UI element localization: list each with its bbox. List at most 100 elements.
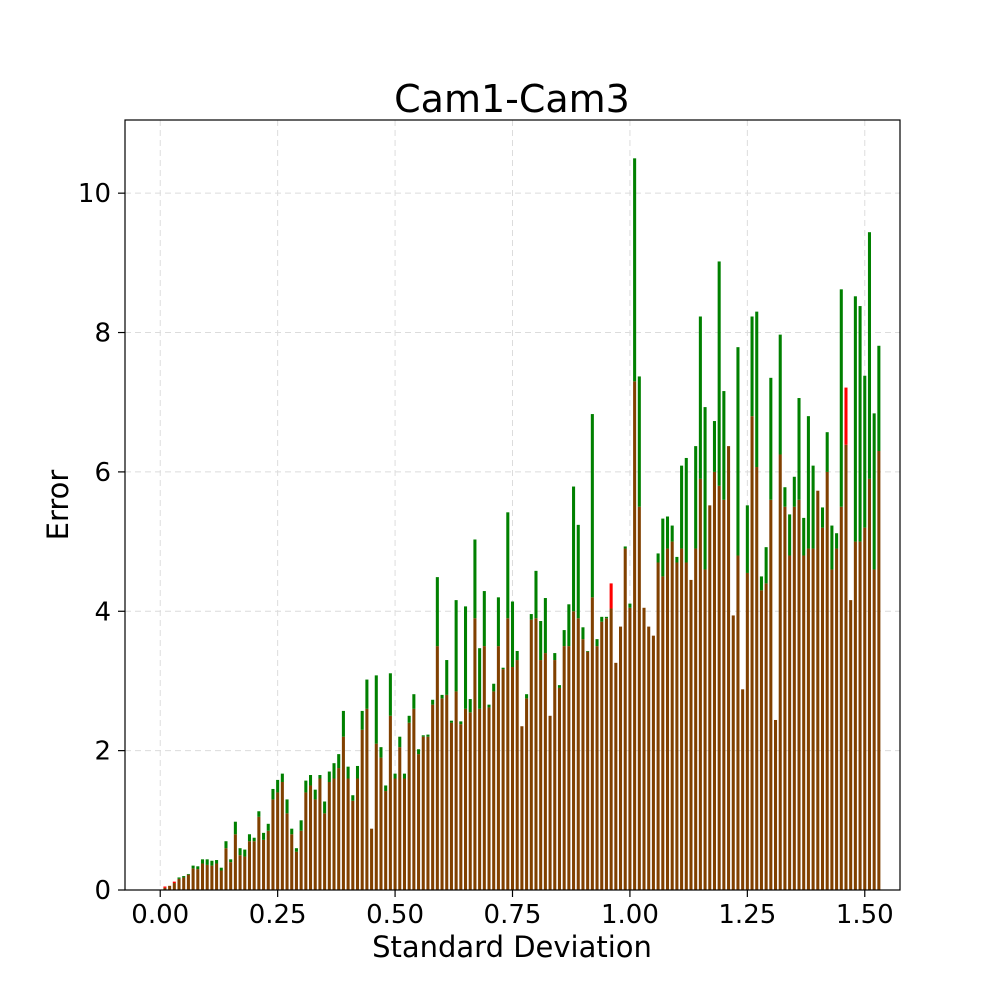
x-tick-label: 0.75	[484, 900, 542, 930]
bar-green	[745, 505, 749, 573]
bar-overlap	[496, 646, 500, 890]
bar-overlap	[835, 548, 839, 890]
bar-overlap	[647, 626, 651, 890]
bar-green	[294, 848, 298, 852]
bar-overlap	[388, 715, 392, 890]
bar-overlap	[557, 687, 561, 890]
bar-red	[163, 886, 167, 888]
bar-green	[445, 660, 449, 695]
bar-green	[867, 232, 871, 479]
bar-overlap	[478, 708, 482, 890]
bar-overlap	[774, 719, 778, 890]
bar-green	[459, 721, 463, 725]
bar-green	[243, 849, 247, 857]
bar-overlap	[182, 877, 186, 890]
bar-overlap	[177, 878, 181, 890]
bar-green	[407, 715, 411, 723]
bar-overlap	[262, 839, 266, 890]
bar-overlap	[684, 562, 688, 890]
bar-green	[712, 421, 716, 472]
bar-green	[496, 597, 500, 647]
bar-green	[304, 780, 308, 793]
bar-overlap	[355, 778, 360, 890]
bar-overlap	[788, 555, 792, 890]
bar-green	[271, 788, 275, 800]
bar-overlap	[168, 885, 172, 890]
bar-overlap	[515, 660, 519, 890]
bar-green	[487, 704, 491, 708]
bar-overlap	[299, 830, 303, 890]
bar-green	[323, 801, 327, 814]
bar-green	[431, 699, 435, 705]
x-tick-label: 1.00	[601, 900, 659, 930]
bar-green	[680, 465, 684, 549]
bar-green	[200, 859, 205, 864]
bar-green	[468, 699, 472, 713]
bar-overlap	[276, 792, 280, 890]
bar-green	[492, 683, 496, 692]
bar-green	[412, 694, 416, 709]
bar-overlap	[590, 597, 594, 890]
x-tick-label: 0.00	[131, 900, 189, 930]
bar-overlap	[229, 862, 233, 890]
bar-green	[435, 577, 439, 647]
bar-overlap	[332, 778, 336, 890]
bar-green	[872, 413, 876, 570]
bar-green	[421, 735, 425, 737]
bar-overlap	[572, 611, 576, 890]
bar-green	[562, 630, 566, 647]
chart-title: Cam1-Cam3	[394, 77, 630, 121]
bar-overlap	[445, 694, 449, 890]
bar-overlap	[323, 813, 327, 890]
bar-overlap	[464, 708, 468, 890]
bar-green	[675, 556, 679, 563]
bar-overlap	[313, 799, 317, 890]
x-tick-label: 0.50	[366, 900, 424, 930]
bar-overlap	[243, 856, 247, 890]
bar-overlap	[224, 848, 228, 890]
bar-green	[177, 877, 181, 879]
bar-green	[482, 591, 486, 647]
bar-overlap	[431, 704, 435, 890]
bar-overlap	[473, 618, 477, 890]
bar-green	[525, 694, 529, 699]
bar-overlap	[619, 626, 623, 890]
bar-green	[755, 311, 759, 468]
bar-overlap	[755, 467, 759, 890]
bar-overlap	[426, 736, 430, 890]
bar-green	[454, 600, 458, 692]
bar-overlap	[628, 607, 632, 890]
bar-green	[858, 306, 862, 542]
bar-overlap	[849, 600, 853, 890]
bar-green	[205, 859, 209, 865]
bar-overlap	[393, 778, 397, 890]
bar-overlap	[205, 864, 209, 890]
bar-overlap	[637, 506, 641, 890]
bar-green	[257, 811, 261, 817]
bar-overlap	[449, 722, 453, 890]
bar-overlap	[708, 505, 712, 890]
bar-green	[233, 821, 237, 835]
bar-green	[510, 601, 515, 668]
bar-overlap	[318, 778, 322, 890]
bar-overlap	[595, 646, 599, 890]
y-tick-label: 0	[94, 876, 111, 906]
bar-overlap	[543, 653, 547, 890]
bar-overlap	[266, 830, 270, 890]
bar-overlap	[783, 506, 787, 890]
bar-green	[788, 514, 792, 556]
bar-overlap	[802, 555, 806, 890]
bar-overlap	[327, 781, 331, 890]
bar-red	[609, 583, 613, 609]
bar-green	[698, 316, 702, 479]
bar-green	[365, 679, 369, 709]
bar-green	[543, 598, 547, 654]
bar-overlap	[454, 691, 458, 890]
bar-green	[262, 832, 266, 840]
bar-green	[778, 334, 782, 455]
bar-green	[196, 866, 200, 870]
bar-overlap	[792, 506, 796, 890]
bar-green	[473, 539, 477, 619]
bar-green	[280, 773, 284, 782]
